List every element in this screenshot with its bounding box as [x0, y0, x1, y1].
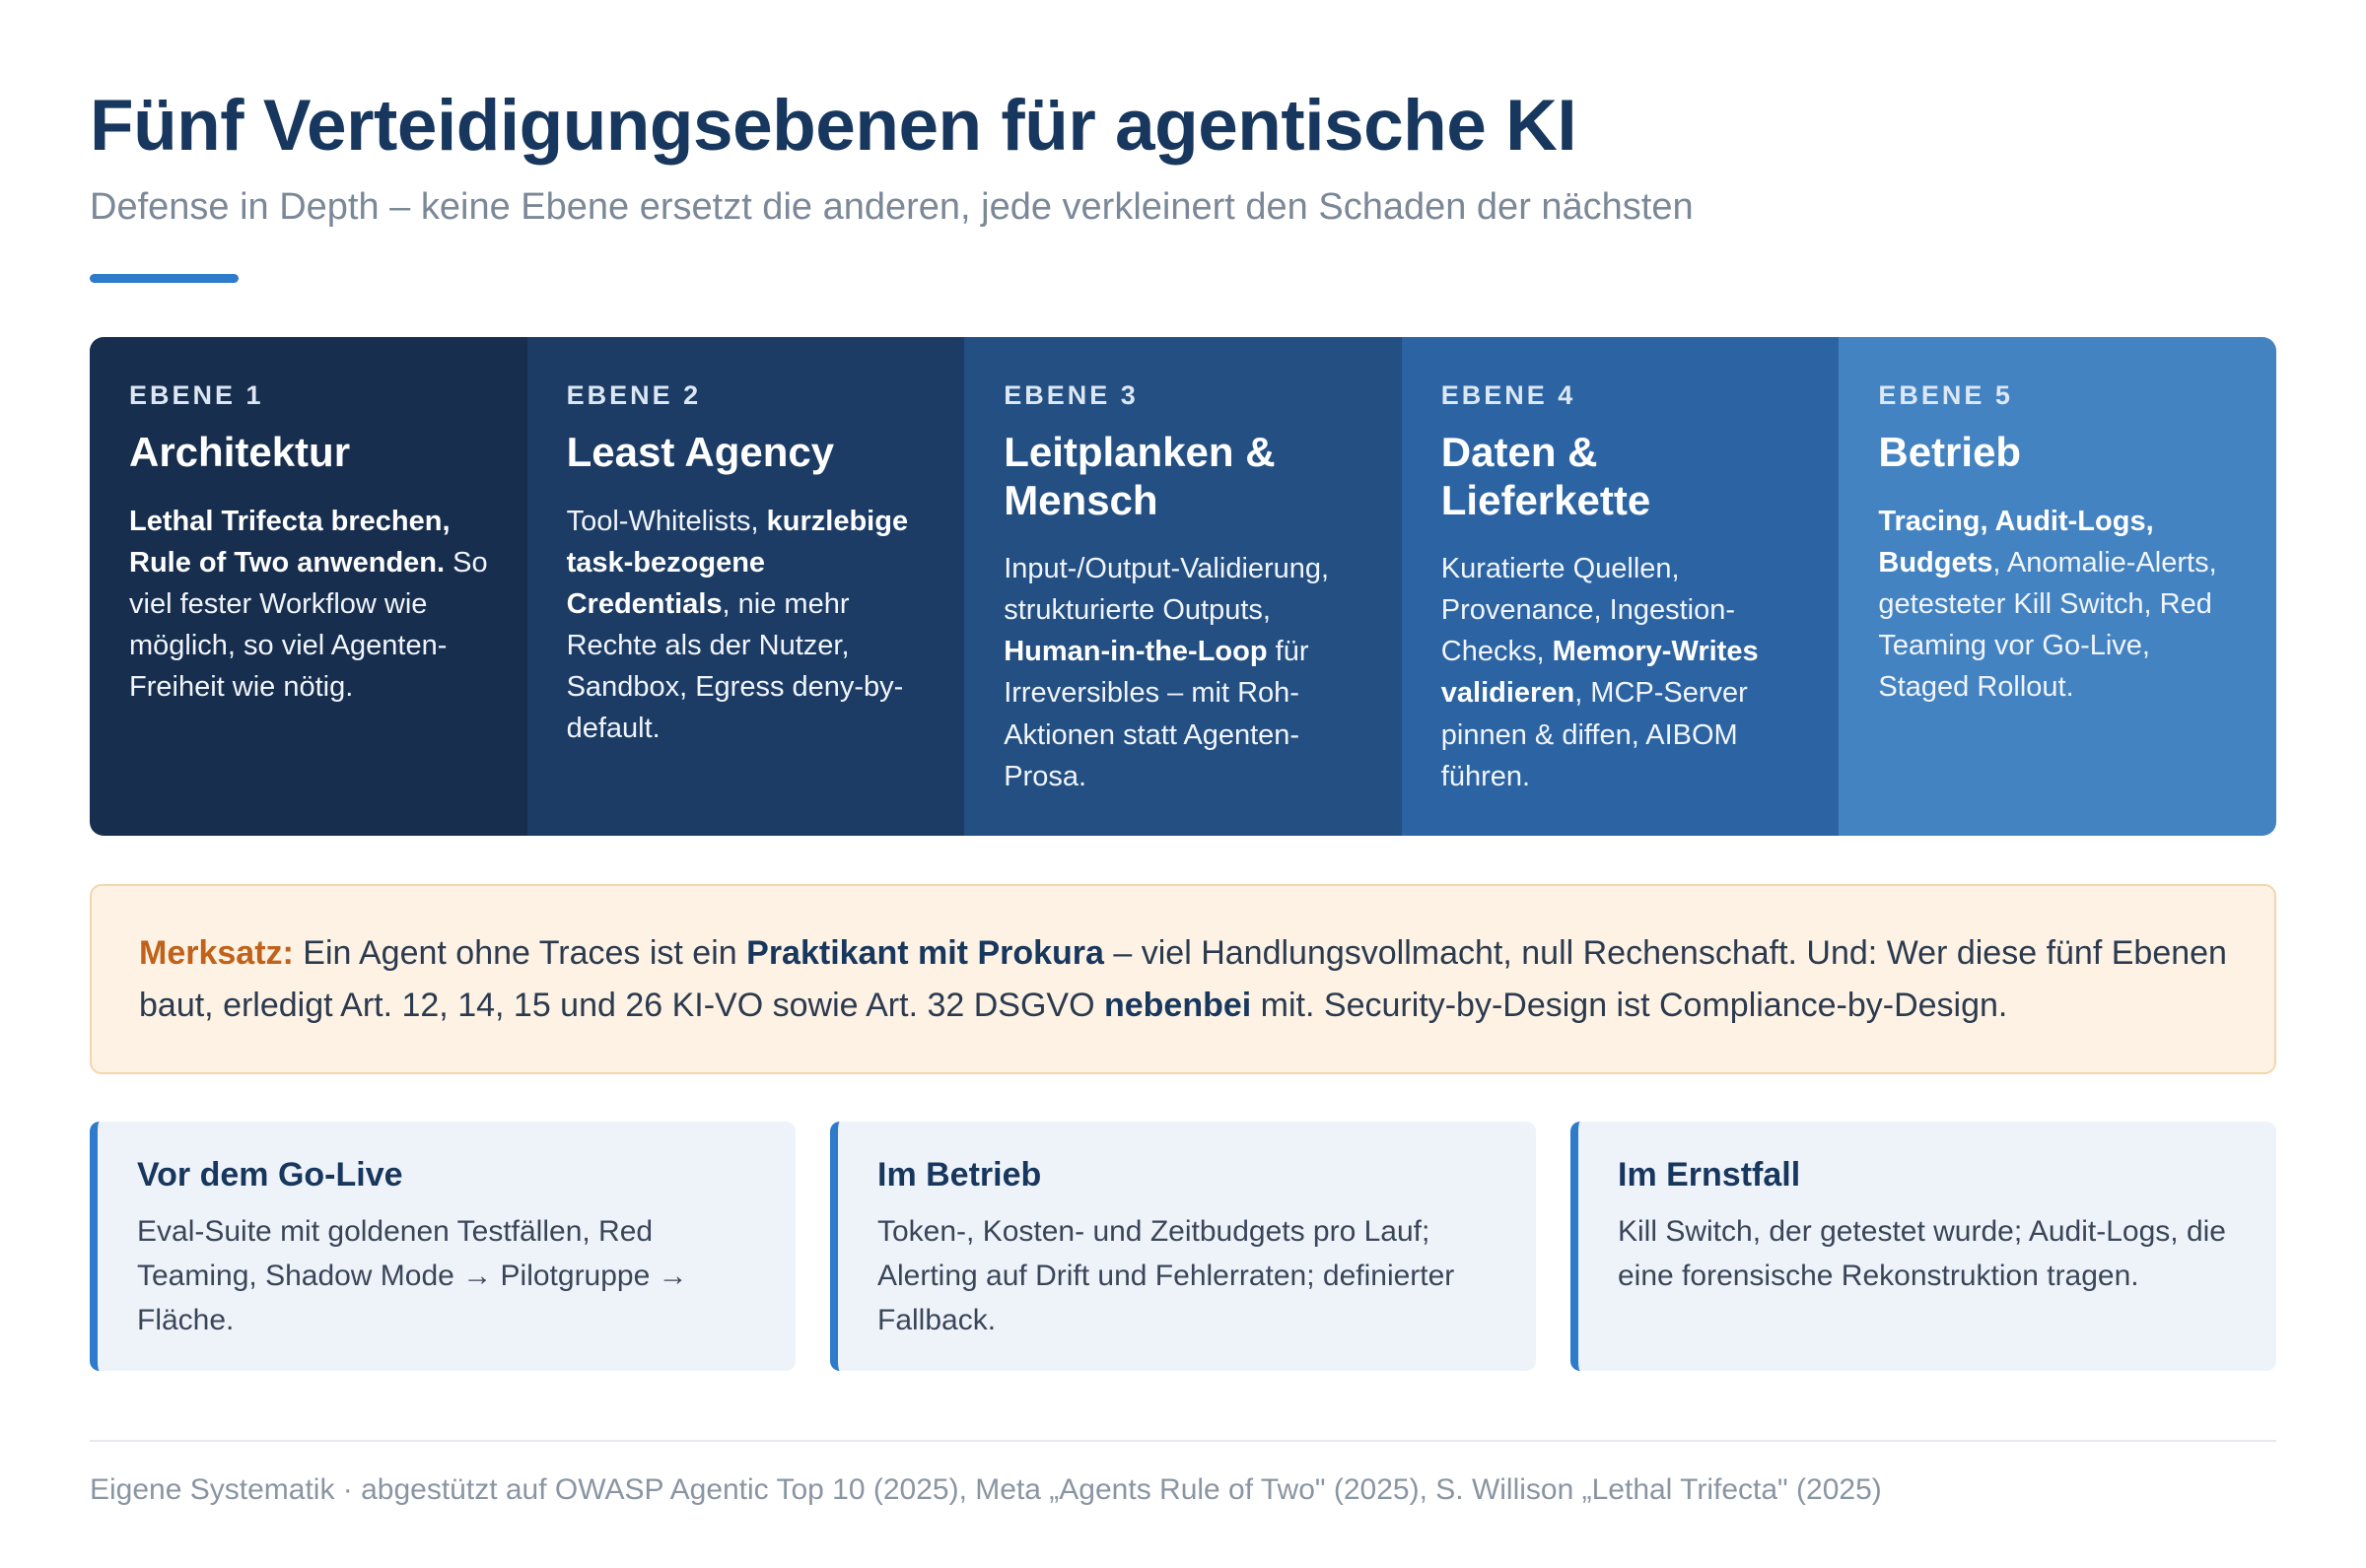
- body-text: Kuratierte Quellen, Provenance, Ingestio…: [1440, 553, 1736, 668]
- defense-layers: EBENE 1 Architektur Lethal Trifecta brec…: [90, 336, 2276, 836]
- layer-kicker: EBENE 2: [566, 379, 702, 410]
- card-title: Im Betrieb: [877, 1156, 1042, 1194]
- card-title: Im Ernstfall: [1618, 1156, 1801, 1194]
- body-text: Ein Agent ohne Traces ist ein: [293, 933, 747, 972]
- source-note: Eigene Systematik · abgestützt auf OWASP…: [90, 1473, 1882, 1507]
- card-text: Eval-Suite mit goldenen Testfällen, Red …: [137, 1215, 688, 1337]
- card-im-ernstfall: Im Ernstfall Kill Switch, der getestet w…: [1570, 1122, 2276, 1372]
- body-text: Tool-Whitelists,: [566, 505, 767, 537]
- footer-divider: [90, 1440, 2276, 1443]
- layer-text: Lethal Trifecta brechen, Rule of Two anw…: [129, 501, 488, 708]
- layer-leitplanken-mensch: EBENE 3 Leitplanken & Mensch Input-/Outp…: [964, 336, 1402, 836]
- layer-kicker: EBENE 1: [129, 379, 264, 410]
- layer-betrieb: EBENE 5 Betrieb Tracing, Audit-Logs, Bud…: [1839, 336, 2276, 836]
- merksatz-text: Ein Agent ohne Traces ist ein Praktikant…: [139, 934, 2227, 1024]
- body-text: Input-/Output-Validierung, strukturierte…: [1004, 553, 1330, 627]
- layer-kicker: EBENE 3: [1004, 379, 1139, 410]
- card-im-betrieb: Im Betrieb Token-, Kosten- und Zeitbudge…: [830, 1122, 1536, 1372]
- card-text: Token-, Kosten- und Zeitbudgets pro Lauf…: [877, 1215, 1455, 1337]
- layer-text: Kuratierte Quellen, Provenance, Ingestio…: [1441, 548, 1800, 796]
- page-subtitle: Defense in Depth – keine Ebene ersetzt d…: [90, 186, 1694, 229]
- body-text: – viel Handlungsvollmacht, null Rechensc…: [139, 933, 2227, 1024]
- layer-architektur: EBENE 1 Architektur Lethal Trifecta brec…: [90, 336, 527, 836]
- layer-text: Tracing, Audit-Logs, Budgets, Anomalie-A…: [1878, 501, 2237, 708]
- card-title: Vor dem Go-Live: [137, 1156, 403, 1194]
- card-text: Kill Switch, der getestet wurde; Audit-L…: [1618, 1215, 2226, 1293]
- phase-cards: Vor dem Go-Live Eval-Suite mit goldenen …: [90, 1122, 2276, 1372]
- accent-bar: [90, 273, 239, 283]
- layer-title: Least Agency: [566, 428, 835, 475]
- body-text: So viel fester Workflow wie möglich, so …: [129, 546, 488, 703]
- merksatz-label: Merksatz:: [139, 933, 294, 972]
- body-text: für Irreversibles – mit Roh-Aktionen sta…: [1004, 636, 1309, 792]
- layer-kicker: EBENE 4: [1440, 379, 1576, 410]
- layer-least-agency: EBENE 2 Least Agency Tool-Whitelists, ku…: [526, 336, 965, 836]
- page: Fünf Verteidigungsebenen für agentische …: [90, 86, 2276, 1507]
- emphasis-text: Praktikant mit Prokura: [746, 933, 1104, 972]
- emphasis-text: Memory-Writes validieren: [1440, 636, 1759, 710]
- emphasis-text: Tracing, Audit-Logs, Budgets: [1878, 505, 2154, 579]
- layer-title: Architektur: [129, 428, 351, 475]
- body-text: , Anomalie-Alerts, getesteter Kill Switc…: [1878, 546, 2217, 703]
- merksatz-box: Merksatz: Ein Agent ohne Traces ist ein …: [90, 883, 2276, 1075]
- emphasis-text: Lethal Trifecta brechen, Rule of Two anw…: [129, 505, 451, 579]
- body-text: mit. Security-by-Design ist Compliance-b…: [1251, 986, 2008, 1024]
- layer-title: Betrieb: [1878, 428, 2022, 475]
- layer-text: Input-/Output-Validierung, strukturierte…: [1004, 548, 1362, 796]
- layer-title: Leitplanken & Mensch: [1004, 428, 1276, 523]
- body-text: , nie mehr Rechte als der Nutzer, Sandbo…: [566, 587, 904, 744]
- emphasis-text: kurzlebige task-bezogene Credentials: [566, 505, 909, 620]
- layer-kicker: EBENE 5: [1878, 379, 2013, 410]
- layer-daten-lieferkette: EBENE 4 Daten & Lieferkette Kuratierte Q…: [1401, 336, 1840, 836]
- card-vor-go-live: Vor dem Go-Live Eval-Suite mit goldenen …: [90, 1122, 796, 1372]
- layer-text: Tool-Whitelists, kurzlebige task-bezogen…: [567, 501, 926, 749]
- emphasis-text: nebenbei: [1103, 986, 1252, 1024]
- body-text: , MCP-Server pinnen & diffen, AIBOM führ…: [1440, 677, 1748, 792]
- emphasis-text: Human-in-the-Loop: [1004, 636, 1268, 668]
- page-title: Fünf Verteidigungsebenen für agentische …: [90, 86, 1577, 166]
- layer-title: Daten & Lieferkette: [1440, 428, 1651, 523]
